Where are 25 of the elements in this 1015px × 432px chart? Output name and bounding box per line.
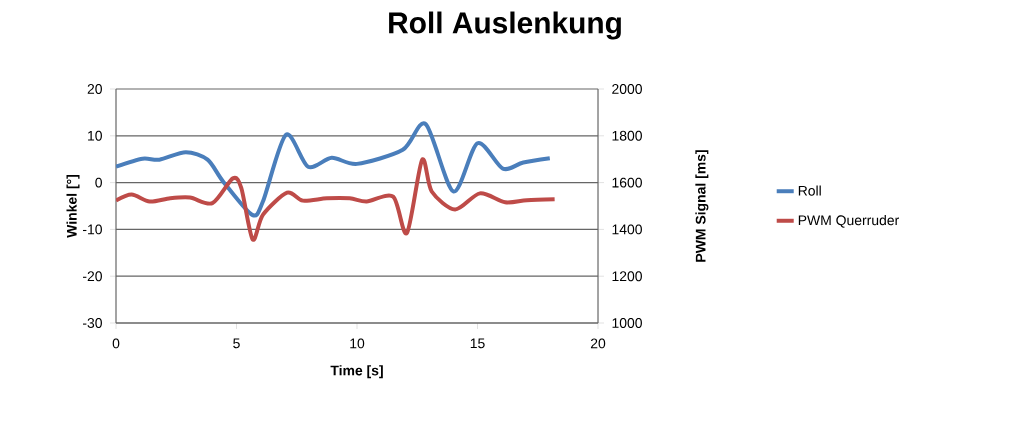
y2-tick-label: 1400 [612, 224, 642, 235]
x-tick-label: 15 [470, 338, 485, 349]
y-tick-label: 10 [88, 130, 102, 141]
y2-tick-label: 1600 [612, 177, 642, 188]
line-series [116, 122, 552, 218]
y-tick-label: -30 [82, 318, 102, 328]
line-series [116, 157, 557, 242]
y-tick-label: 0 [95, 177, 102, 188]
y-tick-label: -20 [82, 271, 102, 282]
y2-tick-label: 1200 [612, 271, 642, 282]
y-tick-label: -10 [82, 224, 102, 235]
x-axis-title: Time [s] [330, 365, 383, 379]
x-tick-label: 5 [233, 338, 240, 349]
chart-title: Roll Auslenkung [389, 11, 621, 40]
legend-label: PWM Querruder [798, 214, 899, 228]
x-tick-label: 20 [590, 338, 606, 349]
y2-tick-label: 1800 [612, 130, 642, 141]
x-tick-label: 0 [112, 338, 120, 349]
y2-tick-label: 1000 [612, 318, 642, 328]
y-tick-label: 20 [87, 84, 102, 94]
y2-tick-label: 2000 [612, 84, 642, 94]
y2-axis-title: PWM Signal [ms] [695, 150, 709, 262]
x-tick-label: 10 [350, 338, 365, 349]
legend-label: Roll [798, 185, 821, 196]
y-axis-title: Winkel [°] [66, 175, 80, 238]
